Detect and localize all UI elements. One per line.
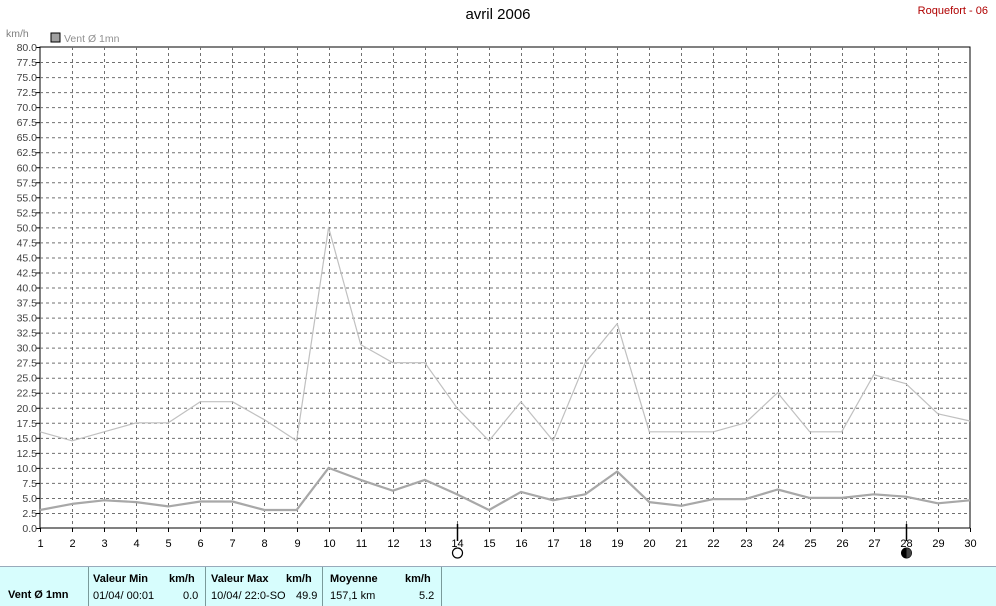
avg-value: 5.2 bbox=[419, 590, 435, 602]
y-tick-label: 62.5 bbox=[17, 147, 38, 159]
x-tick-label: 14 bbox=[451, 538, 463, 550]
y-tick-label: 52.5 bbox=[17, 207, 38, 219]
max-unit: km/h bbox=[286, 573, 312, 585]
x-tick-label: 20 bbox=[643, 538, 655, 550]
x-tick-label: 18 bbox=[579, 538, 591, 550]
footer-avg-cell: Moyenne km/h 157,1 km 5.2 bbox=[323, 567, 442, 606]
y-tick-label: 12.5 bbox=[17, 448, 38, 460]
min-header: Valeur Min bbox=[93, 573, 149, 585]
y-tick-label: 25.0 bbox=[17, 373, 38, 385]
y-tick-label: 55.0 bbox=[17, 192, 38, 204]
y-tick-label: 2.5 bbox=[22, 508, 37, 520]
y-tick-label: 60.0 bbox=[17, 162, 38, 174]
x-tick-label: 16 bbox=[515, 538, 527, 550]
x-tick-label: 25 bbox=[804, 538, 816, 550]
y-tick-label: 7.5 bbox=[22, 478, 37, 490]
line-chart: 0.0 2.5 5.0 7.5 10.0 12.5 15.0 17.5 20.0 22.5 25.0… bbox=[6, 28, 977, 559]
y-tick-label: 40.0 bbox=[17, 283, 38, 295]
x-tick-label: 23 bbox=[740, 538, 752, 550]
station-name: Roquefort - 06 bbox=[917, 5, 988, 17]
y-tick-label: 45.0 bbox=[17, 252, 38, 264]
y-tick-label: 50.0 bbox=[17, 222, 38, 234]
y-tick-label: 20.0 bbox=[17, 403, 38, 415]
statistics-footer: Vent Ø 1mn Valeur Min km/h 01/04/ 00:01 … bbox=[0, 566, 996, 606]
y-tick-label: 37.5 bbox=[17, 298, 38, 310]
y-tick-label: 67.5 bbox=[17, 117, 38, 129]
x-tick-label: 12 bbox=[387, 538, 399, 550]
avg-unit: km/h bbox=[405, 573, 431, 585]
x-tick-label: 1 bbox=[37, 538, 43, 550]
y-tick-label: 22.5 bbox=[17, 388, 38, 400]
y-tick-label: 65.0 bbox=[17, 132, 38, 144]
new-moon-icon bbox=[451, 547, 464, 559]
y-tick-label: 0.0 bbox=[22, 523, 37, 535]
min-date: 01/04/ 00:01 bbox=[93, 590, 155, 602]
footer-min-cell: Valeur Min km/h 01/04/ 00:01 0.0 bbox=[89, 567, 206, 606]
legend-label: Vent Ø 1mn bbox=[64, 33, 120, 45]
x-tick-label: 24 bbox=[772, 538, 784, 550]
footer-series-cell: Vent Ø 1mn bbox=[0, 567, 89, 606]
x-tick-label: 30 bbox=[964, 538, 976, 550]
x-tick-label: 11 bbox=[356, 538, 367, 550]
footer-max-cell: Valeur Max km/h 10/04/ 22:0-SO 49.9 bbox=[206, 567, 323, 606]
x-tick-label: 15 bbox=[483, 538, 495, 550]
max-value: 49.9 bbox=[296, 590, 318, 602]
legend-swatch bbox=[50, 32, 61, 43]
x-tick-label: 8 bbox=[261, 538, 267, 550]
y-tick-label: 17.5 bbox=[17, 418, 38, 430]
x-tick-label: 29 bbox=[932, 538, 944, 550]
x-tick-label: 7 bbox=[229, 538, 235, 550]
full-moon-shade bbox=[906, 548, 912, 558]
x-tick-label: 17 bbox=[547, 538, 559, 550]
x-tick-label: 2 bbox=[69, 538, 75, 550]
x-tick-label: 22 bbox=[707, 538, 719, 550]
y-tick-label: 70.0 bbox=[17, 102, 38, 114]
x-tick-label: 4 bbox=[133, 538, 139, 550]
y-axis-unit: km/h bbox=[6, 28, 29, 40]
series-line-gust bbox=[39, 226, 971, 442]
avg-distance: 157,1 km bbox=[330, 590, 376, 602]
y-tick-label: 72.5 bbox=[17, 87, 38, 99]
y-tick-label: 5.0 bbox=[22, 493, 37, 505]
max-date: 10/04/ 22:0-SO bbox=[211, 590, 286, 602]
x-tick-label: 19 bbox=[611, 538, 623, 550]
x-tick-label: 6 bbox=[197, 538, 203, 550]
x-tick-label: 10 bbox=[323, 538, 335, 550]
y-tick-label: 77.5 bbox=[17, 57, 38, 69]
y-tick-label: 47.5 bbox=[17, 237, 38, 249]
y-tick-label: 30.0 bbox=[17, 343, 38, 355]
x-tick-label: 28 bbox=[900, 538, 912, 550]
series-line-mean bbox=[39, 466, 971, 512]
x-tick-label: 13 bbox=[419, 538, 431, 550]
min-unit: km/h bbox=[169, 573, 195, 585]
y-tick-label: 15.0 bbox=[17, 433, 38, 445]
y-tick-label: 32.5 bbox=[17, 328, 38, 340]
y-tick-label: 35.0 bbox=[17, 313, 38, 325]
y-tick-label: 27.5 bbox=[17, 358, 38, 370]
x-tick-label: 3 bbox=[101, 538, 107, 550]
x-tick-label: 5 bbox=[165, 538, 171, 550]
x-tick-label: 27 bbox=[868, 538, 880, 550]
avg-header: Moyenne bbox=[330, 573, 378, 585]
chart-title: avril 2006 bbox=[465, 6, 531, 23]
y-tick-label: 80.0 bbox=[17, 42, 38, 54]
y-tick-label: 75.0 bbox=[17, 72, 38, 84]
y-tick-label: 57.5 bbox=[17, 177, 38, 189]
x-tick-label: 9 bbox=[294, 538, 300, 550]
max-header: Valeur Max bbox=[211, 573, 269, 585]
y-tick-label: 42.5 bbox=[17, 267, 38, 279]
x-tick-label: 21 bbox=[675, 538, 687, 550]
x-tick-label: 26 bbox=[836, 538, 848, 550]
min-value: 0.0 bbox=[183, 590, 199, 602]
footer-series-label: Vent Ø 1mn bbox=[8, 589, 69, 601]
y-tick-label: 10.0 bbox=[17, 463, 38, 475]
